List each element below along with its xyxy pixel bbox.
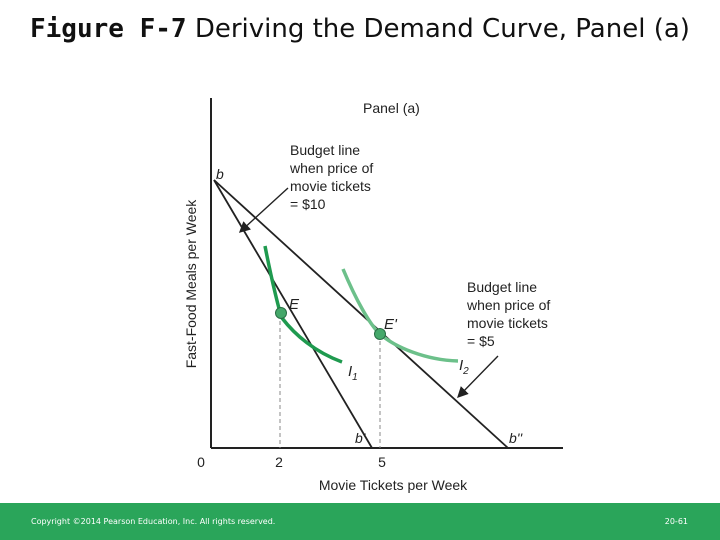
annotation-line: Budget line	[467, 279, 537, 295]
annotation-line: movie tickets	[290, 178, 371, 194]
point-e	[275, 307, 287, 319]
annotation-line: when price of	[466, 297, 550, 313]
slide-title: Figure F-7 Deriving the Demand Curve, Pa…	[30, 12, 710, 46]
label-b-prime: b'	[355, 430, 367, 446]
copyright-text: Copyright ©2014 Pearson Education, Inc. …	[31, 517, 276, 526]
label-b-double-prime: b''	[509, 430, 523, 446]
label-point-e: E	[289, 296, 300, 313]
demand-chart: Panel (a) Fast-Food Meals per Week Movie…	[183, 98, 563, 493]
label-i2: I2	[459, 357, 469, 377]
y-axis-label: Fast-Food Meals per Week	[183, 199, 199, 369]
annotation-line: = $10	[290, 196, 326, 212]
annotation-line: when price of	[289, 160, 373, 176]
chart-title: Panel (a)	[363, 100, 420, 116]
annotation-line: Budget line	[290, 142, 360, 158]
annotation-line: = $5	[467, 333, 495, 349]
figure-number: Figure F-7	[30, 14, 187, 44]
page-number: 20-61	[664, 517, 688, 526]
annotation-arrow-5	[457, 355, 499, 399]
label-point-e-prime: E'	[384, 316, 398, 333]
x-tick-label: 0	[197, 454, 205, 470]
x-axis-label: Movie Tickets per Week	[319, 477, 468, 493]
budget-line-5	[213, 179, 509, 449]
figure-title: Deriving the Demand Curve, Panel (a)	[194, 14, 690, 44]
indifference-curve-i1	[263, 245, 343, 364]
budget-line-10	[213, 179, 373, 449]
indifference-curve-i2	[341, 268, 459, 363]
label-b: b	[216, 166, 224, 182]
annotation-arrow-10	[238, 187, 289, 233]
annotation-budget-5: Budget line when price of movie tickets …	[466, 279, 554, 349]
annotation-budget-10: Budget line when price of movie tickets …	[289, 142, 377, 212]
label-i1: I1	[348, 363, 358, 383]
footer-bar: Copyright ©2014 Pearson Education, Inc. …	[0, 503, 720, 540]
point-e-prime	[374, 328, 386, 340]
x-tick-label: 2	[275, 454, 283, 470]
annotation-line: movie tickets	[467, 315, 548, 331]
x-tick-label: 5	[378, 454, 386, 470]
